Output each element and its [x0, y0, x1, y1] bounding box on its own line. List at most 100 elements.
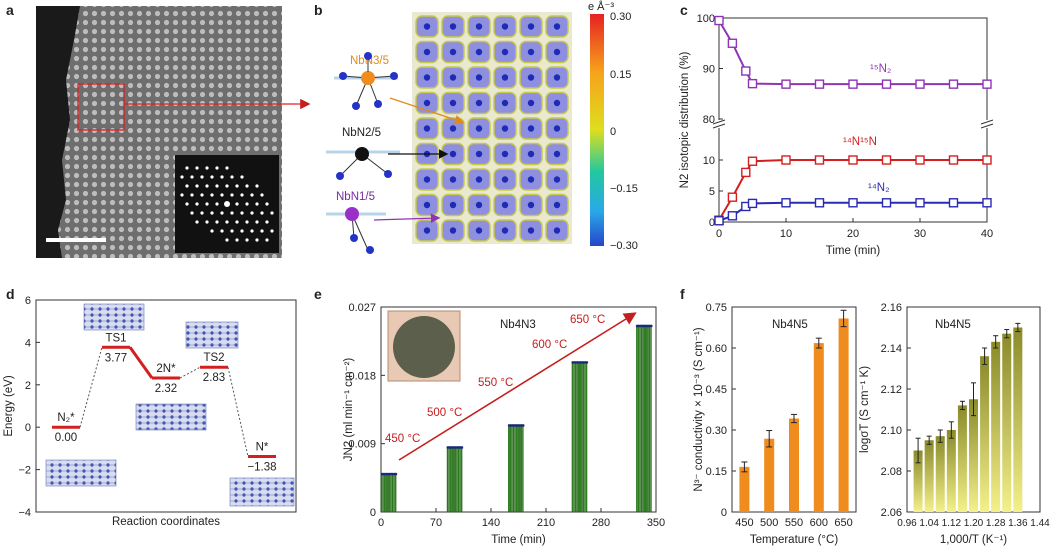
data-bar	[644, 325, 646, 513]
nbn15-label: NbN1/5	[336, 191, 375, 203]
panel-label-d: d	[6, 286, 15, 302]
data-point	[881, 198, 892, 208]
chart-f2: 0.96 1.04 1.12 1.20 1.28 1.36 1.44 2.06 2.08 2.10…	[859, 302, 1050, 546]
diffraction-spot	[240, 193, 244, 197]
nbn35-label: NbN3/5	[350, 55, 389, 67]
diffraction-spot	[230, 175, 234, 179]
y-tick-label: −2	[18, 465, 31, 477]
plot-frame	[718, 17, 988, 223]
x-tick-label: 280	[592, 517, 610, 529]
x-tick-label: 650	[834, 517, 852, 529]
y-tick-label: 0.75	[706, 302, 727, 314]
n-atom	[527, 74, 535, 81]
y-tick-label: 90	[703, 64, 715, 76]
data-bar	[739, 466, 750, 512]
panel-label-f: f	[680, 286, 685, 302]
data-bar	[519, 425, 521, 513]
data-bar	[584, 362, 586, 513]
n-atom	[449, 227, 457, 234]
data-bar	[640, 325, 643, 513]
trend-arrow	[398, 312, 637, 461]
colorbar-tick: 0.15	[610, 69, 631, 81]
data-bar	[520, 425, 523, 513]
x-tick-label: 40	[981, 228, 993, 240]
data-bar	[451, 447, 453, 513]
data-point	[747, 198, 758, 209]
diffraction-spot	[225, 238, 229, 242]
connector-line	[79, 347, 103, 428]
x-axis-label: Reaction coordinates	[112, 516, 220, 528]
n-atom	[553, 227, 561, 234]
n-atom	[501, 201, 509, 209]
data-point	[915, 198, 925, 208]
y-tick-label: 0	[721, 507, 727, 519]
n-atom	[449, 74, 457, 81]
data-bar	[457, 447, 460, 513]
diffraction-spot	[210, 211, 214, 215]
n-atom	[527, 48, 535, 56]
x-axis-label: Time (min)	[491, 534, 546, 546]
x-axis-label: 1,000/T (K⁻¹)	[940, 534, 1007, 546]
x-axis-label: Temperature (°C)	[750, 534, 838, 546]
n-atom	[475, 23, 483, 30]
n-atom	[501, 48, 509, 56]
chart-e: 0 70 140 210 280 350 0 0.009 0.018 0.027 Time (min…	[343, 302, 665, 546]
n-atom	[423, 99, 431, 107]
data-bar	[383, 473, 386, 513]
chart-c: 0 10 20 30 40 80 90 100 0 5 10 Time (min) N2 isotopi…	[679, 13, 994, 257]
data-bar	[648, 325, 651, 513]
y-tick-label: 80	[703, 114, 715, 126]
diffraction-spot	[220, 229, 224, 233]
structure-snapshot	[135, 403, 207, 431]
energy-value: 3.77	[105, 352, 127, 364]
diffraction-spot	[190, 193, 194, 197]
diffraction-spot	[235, 184, 239, 188]
diffraction-spot	[215, 184, 219, 188]
data-bar	[391, 473, 394, 513]
n-atom	[423, 125, 431, 132]
x-tick-label: 1.12	[942, 518, 962, 529]
connector-line	[128, 346, 154, 379]
n-atom	[449, 99, 457, 107]
data-bar	[1002, 333, 1012, 512]
n-atom	[527, 176, 535, 183]
data-bar	[1013, 327, 1023, 512]
n-atom	[475, 227, 483, 234]
diffraction-spot	[265, 220, 269, 224]
panel-a-micrograph	[36, 6, 311, 258]
data-bar	[508, 425, 510, 513]
data-point	[948, 198, 959, 208]
data-point	[727, 192, 738, 202]
y-tick-label: 100	[697, 13, 715, 25]
diffraction-spot	[185, 166, 189, 170]
energy-value: 0.00	[55, 432, 77, 444]
diffraction-spot	[260, 193, 264, 197]
connector-line	[227, 367, 249, 457]
diffraction-spot	[250, 193, 254, 197]
diffraction-spot	[195, 220, 199, 224]
data-bar	[509, 425, 512, 513]
diffraction-spot	[235, 238, 239, 242]
data-bar	[522, 425, 524, 513]
diffraction-spot	[255, 184, 259, 188]
n-atom	[475, 201, 483, 209]
data-point	[714, 15, 724, 26]
x-tick-label: 70	[430, 517, 442, 529]
data-bar	[393, 473, 395, 513]
y-axis-label: Energy (eV)	[3, 375, 15, 437]
diffraction-spot	[210, 229, 214, 233]
n-atom	[501, 74, 509, 81]
nb-atom	[345, 207, 359, 221]
diffraction-spot	[215, 202, 219, 206]
sample-disk	[393, 316, 455, 378]
y-tick-label: 0	[709, 217, 715, 229]
n-atom	[423, 48, 431, 56]
data-point	[394, 472, 398, 476]
diffraction-spot	[255, 238, 259, 242]
data-bar	[394, 473, 397, 513]
diffraction-spot	[195, 184, 199, 188]
data-bar	[935, 436, 945, 512]
nb-atom	[361, 71, 375, 85]
data-bar	[380, 473, 383, 513]
data-point	[982, 79, 992, 89]
